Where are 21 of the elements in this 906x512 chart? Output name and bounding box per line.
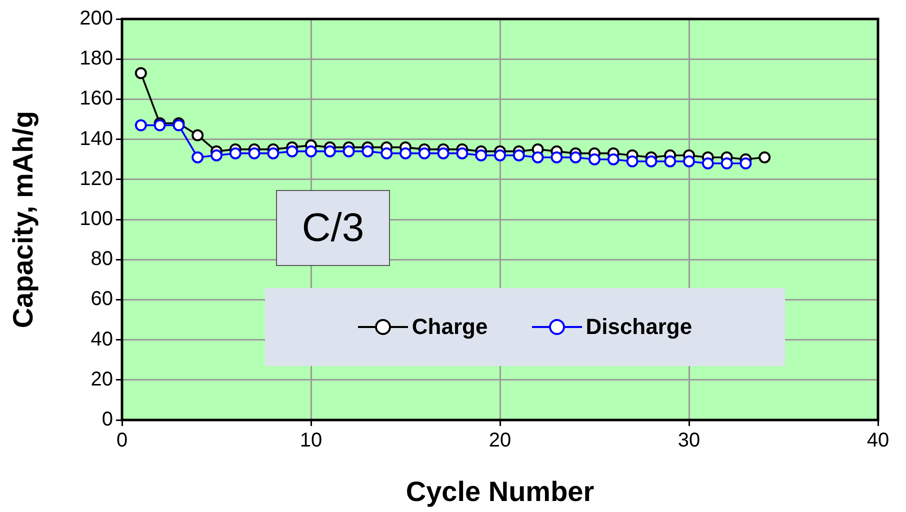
y-tick-label: 80 — [90, 248, 113, 270]
y-tick-label: 140 — [80, 128, 113, 150]
x-tick-label: 20 — [488, 430, 512, 452]
y-tick-label: 160 — [80, 88, 113, 110]
y-tick-label: 180 — [80, 48, 113, 70]
x-tick-label: 0 — [116, 430, 128, 452]
x-tick-label: 40 — [866, 430, 890, 452]
y-tick-label: 20 — [90, 368, 113, 390]
legend-label: Discharge — [586, 314, 692, 340]
y-tick-label: 0 — [102, 408, 113, 431]
y-tick-label: 120 — [80, 168, 113, 190]
y-tick-label: 60 — [90, 288, 113, 310]
y-tick-label: 200 — [80, 8, 113, 30]
x-tick-label: 10 — [300, 430, 322, 452]
y-axis-title: Capacity, mAh/g — [8, 110, 39, 328]
y-tick-label: 40 — [90, 328, 113, 350]
x-tick-label: 30 — [678, 430, 700, 452]
x-axis-title: Cycle Number — [406, 476, 594, 507]
note-box: C/3 — [276, 190, 390, 266]
y-tick-label: 100 — [80, 208, 113, 230]
legend-label: Charge — [412, 314, 488, 340]
